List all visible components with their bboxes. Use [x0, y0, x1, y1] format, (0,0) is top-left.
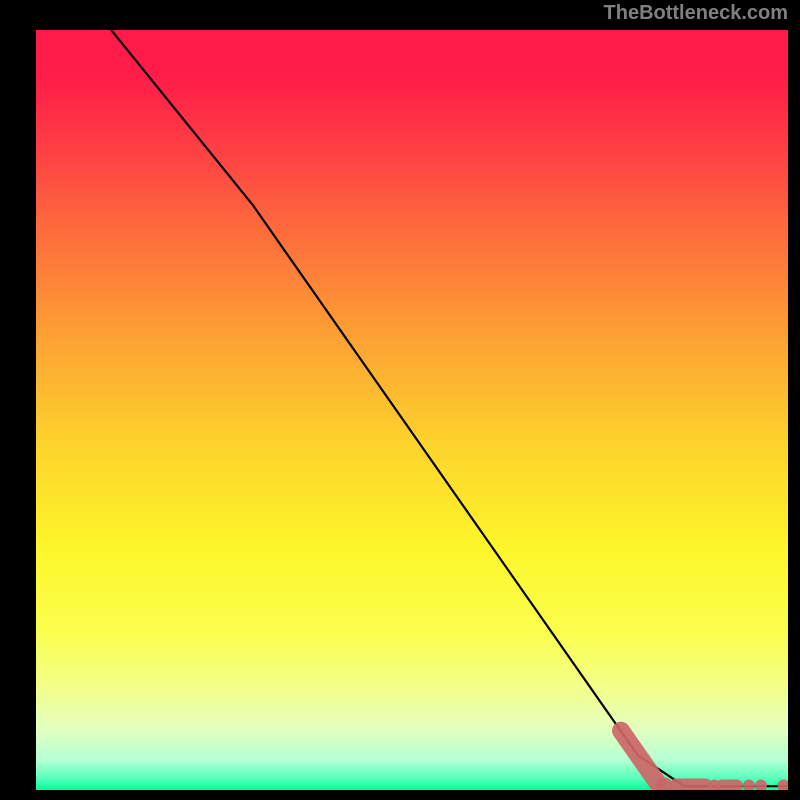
- chart-overlay: [36, 30, 788, 790]
- marker-point: [777, 779, 788, 790]
- figure-root: TheBottleneck.com: [0, 0, 800, 800]
- marker-point: [755, 779, 767, 790]
- marker-point: [743, 779, 755, 790]
- bottleneck-curve: [111, 30, 788, 786]
- marker-cluster: [621, 731, 657, 783]
- plot-area: [36, 30, 788, 790]
- data-point-markers: [621, 731, 788, 790]
- attribution-label: TheBottleneck.com: [604, 2, 788, 25]
